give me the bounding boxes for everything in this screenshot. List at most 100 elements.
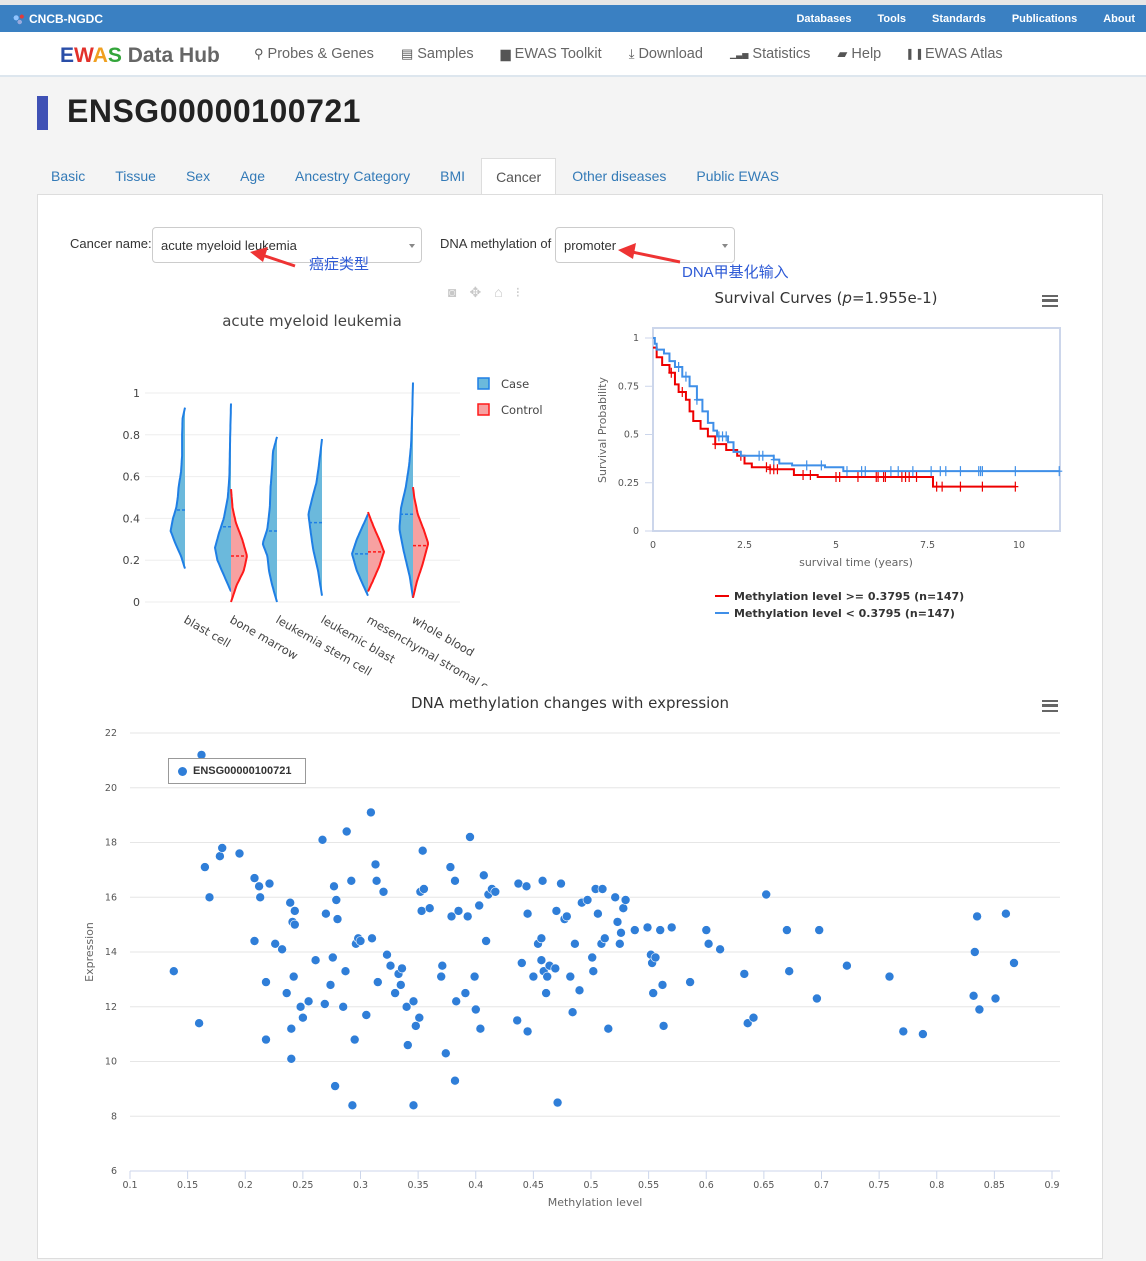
scatter-point (552, 1097, 563, 1108)
x-tick-label: 0.75 (869, 1180, 890, 1191)
tab-public-ewas[interactable]: Public EWAS (696, 168, 780, 184)
cncb-brand-link[interactable]: CNCB-NGDC (12, 12, 103, 26)
scatter-point (537, 875, 548, 886)
scatter-point (347, 1100, 358, 1111)
nav-label: EWAS Toolkit (514, 46, 602, 62)
brand-label: CNCB-NGDC (29, 12, 103, 26)
censor-mark (807, 470, 814, 481)
scatter-point (512, 1015, 523, 1026)
tab-sex[interactable]: Sex (185, 168, 211, 184)
legend-control-label: Control (501, 403, 543, 417)
tab-age[interactable]: Age (240, 168, 265, 184)
scatter-point (270, 938, 281, 949)
scatter-point (408, 1100, 419, 1111)
top-link-tools[interactable]: Tools (877, 13, 907, 25)
scatter-point (536, 955, 547, 966)
scatter-point (261, 977, 271, 987)
scatter-point (513, 878, 524, 889)
y-tick-label: 0.2 (123, 554, 141, 567)
main-nav: EWAS Data Hub ⚲ Probes & Genes ▤ Samples ▆… (0, 32, 1146, 77)
scatter-point (1009, 958, 1019, 968)
nav-samples[interactable]: ▤ Samples (401, 46, 474, 62)
scatter-point (556, 878, 566, 889)
legend-control-swatch (477, 403, 490, 416)
nav-ewas-toolkit[interactable]: ▆ EWAS Toolkit (501, 46, 602, 62)
tab-bmi[interactable]: BMI (440, 168, 466, 184)
home-icon[interactable]: ⌂ (494, 284, 503, 300)
nav-label: Samples (417, 46, 474, 62)
ewas-logo[interactable]: EWAS Data Hub (60, 44, 220, 68)
scatter-point (490, 886, 501, 897)
censor-mark (682, 371, 689, 382)
x-tick-label: 0.4 (468, 1180, 483, 1191)
scatter-point (395, 980, 406, 990)
briefcase-icon: ▆ (500, 46, 511, 61)
censor-mark (675, 361, 682, 372)
x-tick-label: 0.8 (929, 1180, 944, 1191)
nav-help[interactable]: ▰ Help (837, 46, 881, 62)
cancer-name-label: Cancer name: (70, 236, 152, 251)
violin-case-outline (398, 382, 414, 598)
scatter-point (281, 988, 292, 998)
survival-menu-icon[interactable] (1042, 295, 1058, 307)
scatter-point (550, 963, 561, 974)
y-tick-label: 0.6 (123, 471, 141, 484)
scatter-point (655, 925, 666, 935)
scatter-point (338, 1001, 349, 1012)
scatter-point (587, 952, 598, 963)
scatter-point (522, 908, 533, 919)
scatter-point (478, 870, 489, 881)
nav-statistics[interactable]: ▁▃▅ Statistics (730, 46, 810, 62)
nav-label: Download (638, 46, 703, 62)
scatter-point (397, 963, 407, 974)
scatter-legend[interactable]: ENSG00000100721 (168, 758, 306, 784)
scatter-point (614, 938, 625, 949)
scatter-point (329, 881, 339, 892)
violin-case-fill (308, 438, 322, 596)
scatter-point (612, 917, 623, 927)
scatter-point (286, 1023, 297, 1034)
nav-ewas-atlas[interactable]: ▌▐ EWAS Atlas (908, 46, 1002, 62)
scatter-menu-icon[interactable] (1042, 700, 1058, 712)
nav-probes-genes[interactable]: ⚲ Probes & Genes (254, 46, 374, 62)
scatter-point (169, 966, 179, 977)
camera-icon[interactable]: ◙ (448, 284, 457, 300)
censor-mark (836, 471, 843, 482)
scatter-point (551, 906, 562, 916)
scatter-point (437, 960, 448, 971)
tab-basic[interactable]: Basic (51, 168, 86, 184)
x-tick-label: 0.3 (353, 1180, 368, 1191)
tab-tissue[interactable]: Tissue (115, 168, 156, 184)
scatter-point (561, 911, 572, 922)
scatter-point (401, 1001, 412, 1012)
scatter-point (366, 807, 376, 818)
spike-lines-icon[interactable]: ⁝ (515, 284, 521, 300)
top-bar: CNCB-NGDC Databases Tools Standards Publ… (0, 5, 1146, 32)
scatter-point (390, 988, 400, 998)
tab-other-diseases[interactable]: Other diseases (572, 168, 667, 184)
bar-chart-icon: ▌▐ (908, 49, 922, 59)
censor-mark (928, 466, 935, 477)
scatter-point (249, 873, 260, 883)
censor-mark (957, 466, 964, 477)
censor-mark (906, 471, 913, 482)
top-link-databases[interactable]: Databases (796, 13, 852, 25)
tab-ancestry[interactable]: Ancestry Category (295, 168, 411, 184)
top-link-about[interactable]: About (1103, 13, 1135, 25)
x-tick-label: 0.25 (292, 1180, 313, 1191)
chart-title: Survival Curves (p=1.955e-1) (714, 289, 937, 307)
scatter-point (884, 971, 895, 982)
tab-cancer[interactable]: Cancer (481, 158, 557, 196)
scatter-chart: DNA methylation changes with expression 6… (83, 694, 1060, 1209)
censor-mark (854, 471, 861, 482)
scatter-point (642, 922, 653, 933)
top-link-standards[interactable]: Standards (932, 13, 986, 25)
dna-methylation-select[interactable]: promoter (555, 227, 735, 263)
scatter-point (565, 971, 576, 982)
x-tick-label: 0.7 (814, 1180, 829, 1191)
pan-icon[interactable]: ✥ (469, 284, 482, 300)
top-link-publications[interactable]: Publications (1011, 13, 1078, 25)
nav-download[interactable]: ⤓ Download (629, 46, 703, 62)
x-tick-label: 2.5 (737, 540, 752, 551)
title-part: =1.955e-1) (852, 289, 938, 307)
